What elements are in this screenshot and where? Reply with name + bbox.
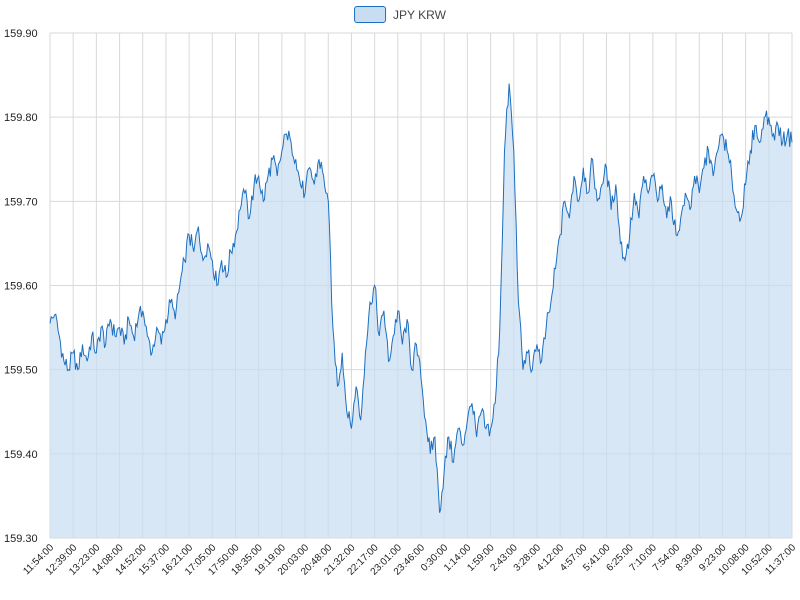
legend-swatch	[354, 6, 387, 23]
y-axis-labels: 159.30 159.40 159.50 159.60 159.70 159.80 159.…	[4, 28, 38, 545]
series-line	[49, 83, 793, 513]
y-tick-label: 159.50	[4, 365, 38, 377]
y-tick-label: 159.30	[4, 533, 38, 545]
legend-label: JPY KRW	[393, 7, 446, 22]
y-tick-label: 159.80	[4, 112, 38, 124]
x-axis-labels: 11:54:0012:39:0013:23:0014:08:0014:52:00…	[21, 542, 798, 578]
y-tick-label: 159.60	[4, 281, 38, 293]
y-tick-label: 159.70	[4, 196, 38, 208]
y-tick-label: 159.90	[4, 28, 38, 40]
y-tick-label: 159.40	[4, 449, 38, 461]
legend[interactable]: JPY KRW	[354, 6, 446, 23]
series-area	[50, 83, 792, 538]
